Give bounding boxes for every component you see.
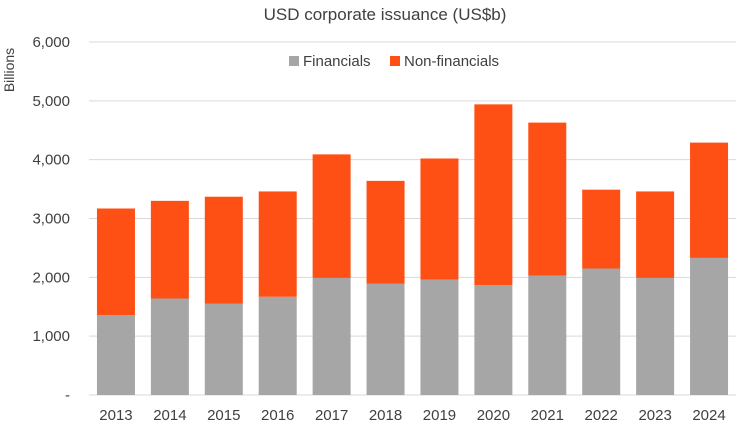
bar-non-financials-2018 bbox=[366, 180, 405, 284]
legend-swatch-financials bbox=[289, 56, 299, 66]
x-tick-label: 2022 bbox=[585, 407, 618, 424]
bar-financials-2018 bbox=[366, 283, 405, 395]
bar-financials-2017 bbox=[312, 277, 351, 395]
y-axis-label: Billions bbox=[1, 48, 17, 92]
bar-financials-2021 bbox=[528, 275, 567, 395]
bar-non-financials-2017 bbox=[312, 154, 351, 278]
legend-swatch-non-financials bbox=[390, 56, 400, 66]
y-axis-ticks: - 1,000 2,000 3,000 4,000 5,000 6,000 bbox=[32, 34, 70, 404]
bars bbox=[96, 104, 729, 395]
x-tick-label: 2019 bbox=[423, 407, 456, 424]
bar-non-financials-2024 bbox=[690, 142, 729, 258]
y-tick-label: 3,000 bbox=[32, 211, 70, 228]
bar-financials-2019 bbox=[420, 279, 459, 395]
y-tick-label: 5,000 bbox=[32, 93, 70, 110]
bar-financials-2022 bbox=[582, 268, 621, 395]
legend-label: Non-financials bbox=[404, 53, 499, 70]
x-axis-ticks: 2013 2014 2015 2016 2017 2018 2019 2020 2021 2022… bbox=[99, 407, 725, 424]
chart-title: USD corporate issuance (US$b) bbox=[264, 5, 507, 24]
bar-financials-2013 bbox=[96, 314, 135, 395]
y-tick-label: 1,000 bbox=[32, 328, 70, 345]
bar-non-financials-2020 bbox=[474, 104, 513, 285]
x-tick-label: 2023 bbox=[638, 407, 671, 424]
bar-non-financials-2021 bbox=[528, 122, 567, 276]
bar-financials-2024 bbox=[690, 257, 729, 395]
y-tick-label: 4,000 bbox=[32, 152, 70, 169]
bar-non-financials-2014 bbox=[150, 200, 189, 299]
x-tick-label: 2015 bbox=[207, 407, 240, 424]
legend-label: Financials bbox=[303, 53, 371, 70]
x-tick-label: 2018 bbox=[369, 407, 402, 424]
bar-financials-2015 bbox=[204, 303, 243, 395]
x-tick-label: 2013 bbox=[99, 407, 132, 424]
y-tick-label: 2,000 bbox=[32, 269, 70, 286]
y-tick-label: - bbox=[65, 387, 70, 404]
bar-financials-2020 bbox=[474, 284, 513, 395]
x-tick-label: 2024 bbox=[692, 407, 725, 424]
bar-non-financials-2013 bbox=[96, 208, 135, 315]
x-tick-label: 2014 bbox=[153, 407, 186, 424]
x-tick-label: 2021 bbox=[531, 407, 564, 424]
legend: Financials Non-financials bbox=[289, 53, 499, 70]
bar-financials-2014 bbox=[150, 298, 189, 395]
bar-financials-2016 bbox=[258, 296, 297, 395]
bar-non-financials-2023 bbox=[636, 191, 675, 278]
x-tick-label: 2020 bbox=[477, 407, 510, 424]
y-tick-label: 6,000 bbox=[32, 34, 70, 51]
bar-non-financials-2022 bbox=[582, 189, 621, 269]
bar-non-financials-2015 bbox=[204, 196, 243, 304]
bar-non-financials-2016 bbox=[258, 191, 297, 297]
x-tick-label: 2017 bbox=[315, 407, 348, 424]
bar-non-financials-2019 bbox=[420, 158, 459, 280]
x-tick-label: 2016 bbox=[261, 407, 294, 424]
gridlines bbox=[89, 41, 736, 396]
bar-financials-2023 bbox=[636, 277, 675, 395]
